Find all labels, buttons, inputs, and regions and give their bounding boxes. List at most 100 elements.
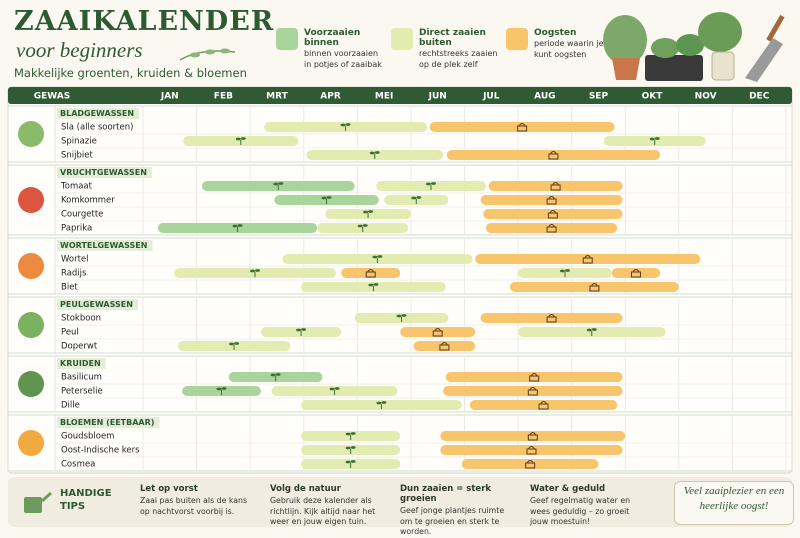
x-tick-label: APR xyxy=(320,92,341,102)
basket-icon xyxy=(546,224,557,233)
basket-handle xyxy=(434,328,442,332)
legend-text-block: Direct zaaien buiten rechtstreeks zaaien … xyxy=(419,28,501,70)
basket-body xyxy=(582,257,593,264)
sprout-icon xyxy=(368,283,379,291)
sprout-leaf xyxy=(321,196,327,200)
bar xyxy=(510,282,679,292)
basket-icon xyxy=(527,387,538,396)
group-label-bg xyxy=(57,358,106,369)
sprout-icon xyxy=(249,269,260,277)
legend-title: Direct zaaien buiten xyxy=(419,28,486,48)
tip-text: Gebruik deze kalender als richtlijn. Kij… xyxy=(270,496,376,526)
x-tick-label: NOV xyxy=(695,92,717,102)
group-icon xyxy=(18,253,44,279)
legend-item: Voorzaaien binnen binnen voorzaaien in po… xyxy=(276,28,386,70)
group-icon xyxy=(18,371,44,397)
row-label: Peul xyxy=(61,328,79,338)
sprout-leaf xyxy=(296,328,302,332)
tagline: Makkelijke groenten, kruiden & bloemen xyxy=(14,66,247,80)
legend-text-block: Voorzaaien binnen binnen voorzaaien in po… xyxy=(304,28,386,70)
basket-body xyxy=(527,389,538,396)
basket-handle xyxy=(526,460,534,464)
sprout-leaf xyxy=(368,283,374,287)
basket-handle xyxy=(584,255,592,259)
basket-handle xyxy=(440,342,448,346)
row-label: Sla (alle soorten) xyxy=(61,123,133,133)
basket-body xyxy=(546,198,557,205)
sprout-icon xyxy=(376,401,387,409)
row-label: Tomaat xyxy=(60,182,93,192)
x-tick-label: FEB xyxy=(214,92,233,102)
row-label: Cosmea xyxy=(61,460,95,470)
tip: Let op vorst Zaai pas buiten als de kans … xyxy=(140,484,258,517)
basket-handle xyxy=(548,224,556,228)
bar xyxy=(440,431,626,441)
row-label: Snijbiet xyxy=(61,151,93,161)
row-label: Basilicum xyxy=(61,373,102,383)
header-illustration xyxy=(179,12,785,82)
sprout-icon xyxy=(232,224,243,232)
sprout-icon xyxy=(363,210,374,218)
row-label: Biet xyxy=(61,283,78,293)
sprout-icon xyxy=(235,137,246,145)
sprout-leaf xyxy=(586,328,592,332)
sprout-leaf xyxy=(278,182,284,185)
basket-handle xyxy=(528,446,535,450)
sprout-icon xyxy=(586,328,597,336)
x-tick-label: MRT xyxy=(266,92,288,102)
bar xyxy=(443,386,623,396)
sprout-leaf xyxy=(564,269,570,272)
group-label: BLOEMEN (EETBAAR) xyxy=(60,418,154,427)
x-tick-label: JAN xyxy=(160,92,179,102)
tip: Volg de natuur Gebruik deze kalender als … xyxy=(270,484,388,528)
legend-text: binnen voorzaaien in potjes of zaaibak xyxy=(304,49,382,69)
group-label-bg xyxy=(57,417,160,428)
basket-icon xyxy=(527,432,538,441)
sprout-leaf xyxy=(345,432,351,436)
basket-icon xyxy=(546,314,557,323)
sprout-leaf xyxy=(270,373,276,377)
bar xyxy=(480,195,623,205)
tip-title: Dun zaaien = sterk groeien xyxy=(400,484,492,504)
basket-icon xyxy=(548,151,559,160)
basket-handle xyxy=(550,151,557,155)
sprout-icon xyxy=(229,342,240,350)
tip-text: Geef jonge plantjes ruimte om te groeien… xyxy=(400,506,505,536)
group-label-bg xyxy=(57,167,152,178)
basket-body xyxy=(546,226,557,233)
basket-icon xyxy=(517,123,528,132)
sprout-icon xyxy=(329,387,340,395)
x-tick-label: DEC xyxy=(749,92,770,102)
sprout-leaf xyxy=(345,446,351,450)
legend-title: Voorzaaien binnen xyxy=(304,28,361,48)
group-label: WORTELGEWASSEN xyxy=(60,241,147,250)
basket-body xyxy=(547,212,558,219)
sprout-icon xyxy=(372,255,383,263)
bar xyxy=(485,223,618,233)
sprout-leaf xyxy=(649,137,655,141)
sprout-leaf xyxy=(591,328,597,331)
sprout-leaf xyxy=(273,182,279,186)
legend-item: Oogsten periode waarin je kunt oogsten xyxy=(506,28,616,60)
basket-icon xyxy=(525,460,536,469)
sprout-icon xyxy=(559,269,570,277)
sprout-leaf xyxy=(235,137,241,141)
basket-handle xyxy=(518,123,526,127)
x-tick-label: OKT xyxy=(642,92,664,102)
sprout-icon xyxy=(270,373,281,381)
sprout-leaf xyxy=(254,269,260,272)
group-icon xyxy=(18,312,44,338)
basket-body xyxy=(529,375,540,382)
tips-title: HANDIGE TIPS xyxy=(60,488,112,512)
bar xyxy=(429,122,615,132)
basket-icon xyxy=(630,269,641,278)
basket-icon xyxy=(529,373,540,382)
row-label: Komkommer xyxy=(61,196,115,206)
x-tick-label: JUN xyxy=(428,92,447,102)
bar xyxy=(475,254,701,264)
x-tick-label: MEI xyxy=(375,92,393,102)
tip-title: Water & geduld xyxy=(530,484,606,494)
basket-body xyxy=(432,330,443,337)
sprout-leaf xyxy=(654,137,660,140)
legend-swatch xyxy=(506,28,528,50)
